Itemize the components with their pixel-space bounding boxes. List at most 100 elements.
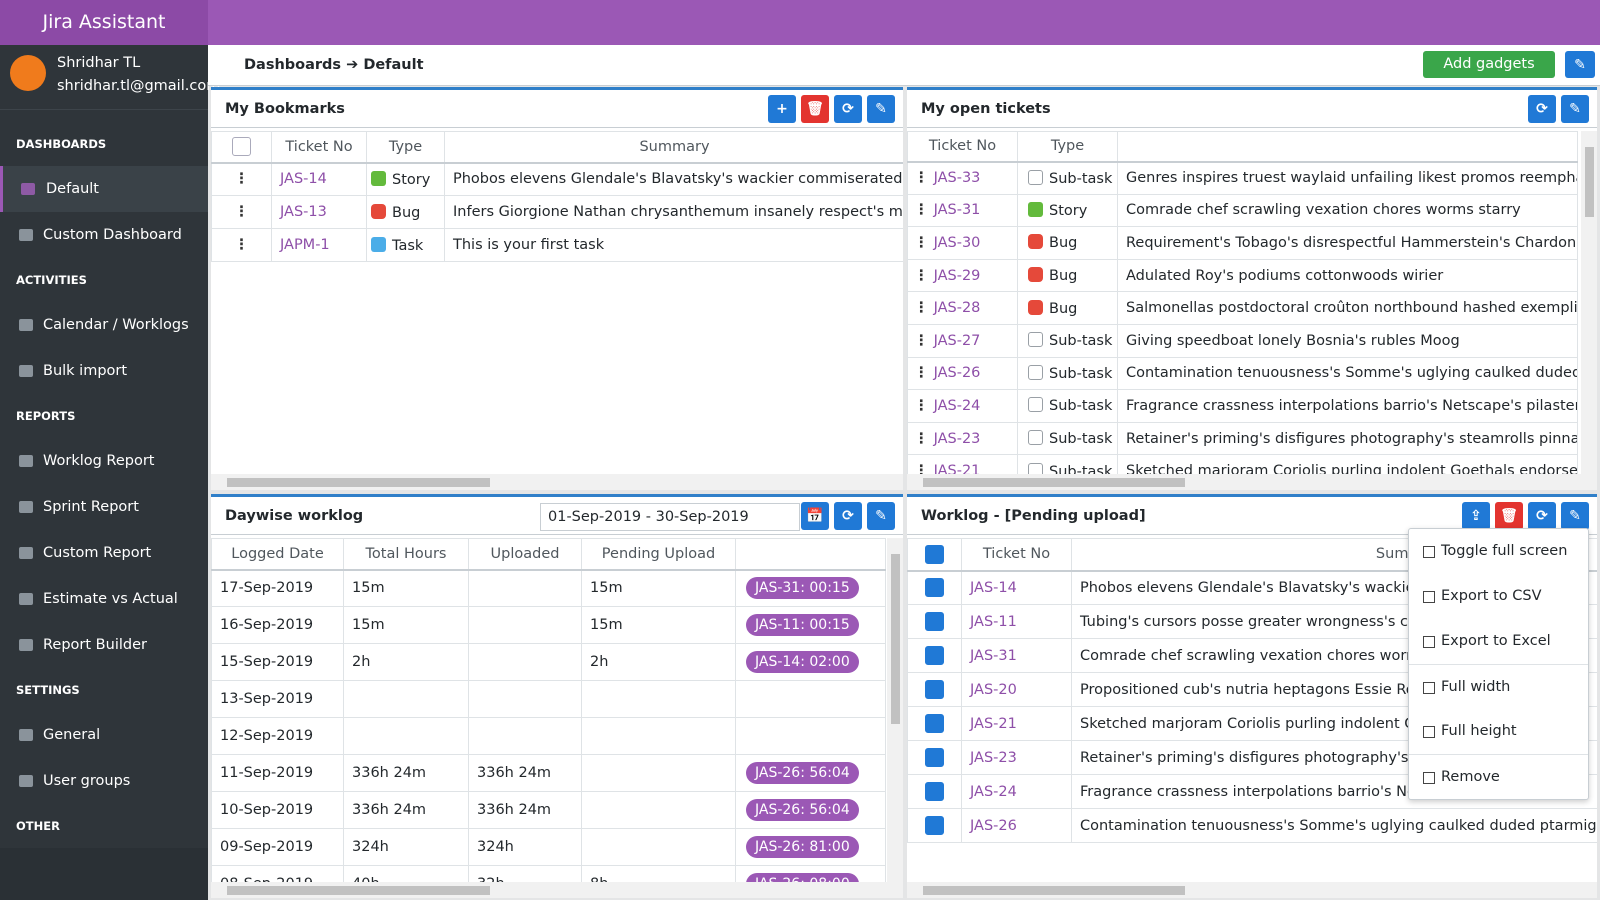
badge-cell: JAS-26: 81:00 — [735, 828, 886, 866]
ticket-link[interactable]: JAS-20 — [970, 681, 1017, 698]
row-menu[interactable]: ⋮ — [914, 397, 934, 414]
ticket-link[interactable]: JAS-23 — [970, 749, 1017, 766]
ticket-link[interactable]: JAS-31 — [970, 647, 1017, 664]
toolbar: ⇪ 🗑 ⟳ ✎ — [1457, 497, 1589, 535]
nav-item[interactable]: Estimate vs Actual — [0, 576, 208, 622]
menu-item[interactable]: Export to CSV — [1409, 574, 1588, 619]
ticket-link[interactable]: JAS-24 — [933, 397, 981, 414]
worklog-badge[interactable]: JAS-11: 00:15 — [746, 614, 859, 636]
row-menu[interactable]: ⋮ — [914, 430, 934, 447]
ticket-link[interactable]: JAS-24 — [970, 783, 1017, 800]
tool-button[interactable]: ⟳ — [1528, 95, 1556, 123]
cell: 09-Sep-2019 — [211, 828, 344, 866]
ticket-link[interactable]: JAS-21 — [933, 463, 981, 474]
tool-button[interactable]: ✎ — [1561, 502, 1589, 530]
worklog-badge[interactable]: JAS-31: 00:15 — [746, 577, 859, 600]
type-cell: Bug — [1017, 226, 1118, 260]
row-menu[interactable]: ⋮ — [914, 202, 934, 219]
checkbox-cell[interactable] — [907, 706, 962, 741]
ticket-link[interactable]: JAS-14 — [970, 579, 1017, 596]
ticket-link[interactable]: JAS-31 — [933, 202, 981, 219]
ticket-link[interactable]: JAS-27 — [933, 332, 981, 349]
tool-button[interactable]: ⇪ — [1462, 502, 1490, 530]
checkbox-cell[interactable] — [907, 740, 962, 775]
nav-item[interactable]: Report Builder — [0, 622, 208, 668]
row-menu[interactable]: ⋮ — [914, 267, 934, 284]
nav-item[interactable]: Calendar / Worklogs — [0, 302, 208, 348]
row-menu[interactable]: ⋮ — [211, 195, 272, 229]
settings-button[interactable]: ✎ — [1565, 51, 1595, 78]
row-menu[interactable]: ⋮ — [914, 463, 934, 474]
type-cell: Story — [1017, 193, 1118, 228]
date-range[interactable]: 01-Sep-2019 - 30-Sep-2019 — [540, 503, 800, 531]
checkbox-cell[interactable] — [907, 604, 962, 639]
menu-item[interactable]: Toggle full screen — [1409, 529, 1588, 574]
ticket-link[interactable]: JAS-28 — [933, 300, 981, 317]
ticket-link[interactable]: JAS-26 — [970, 817, 1017, 834]
ticket-link[interactable]: JAS-13 — [280, 204, 327, 220]
row-menu[interactable]: ⋮ — [211, 228, 272, 262]
tool-button[interactable]: ⟳ — [834, 95, 862, 123]
type-cell: Story — [366, 162, 445, 196]
ticket-link[interactable]: JAS-23 — [933, 430, 981, 447]
nav-item[interactable]: General — [0, 712, 208, 758]
row-menu[interactable]: ⋮ — [914, 332, 934, 349]
row-menu[interactable]: ⋮ — [914, 365, 934, 382]
crumb-root[interactable]: Dashboards — [244, 57, 342, 73]
checkbox-cell[interactable] — [907, 808, 962, 843]
menu-item[interactable]: Remove — [1409, 754, 1588, 799]
add-gadgets-button[interactable]: Add gadgets — [1423, 51, 1555, 78]
tool-button[interactable]: 🗑 — [1495, 502, 1523, 530]
menu-item[interactable]: Full height — [1409, 709, 1588, 754]
nav-item[interactable]: Sprint Report — [0, 484, 208, 530]
menu-item[interactable]: Export to Excel — [1409, 619, 1588, 664]
ticket-link[interactable]: JAS-26 — [933, 365, 981, 382]
avatar[interactable] — [10, 55, 46, 91]
cell: 15m — [343, 606, 469, 644]
ticket-link[interactable]: JAPM-1 — [280, 237, 330, 253]
ticket-link[interactable]: JAS-29 — [933, 267, 981, 284]
nav-item[interactable]: User groups — [0, 758, 208, 804]
open-tickets-gadget: My open tickets ⟳ ✎ Ticket No Type ⋮ JAS-33 Su… — [907, 87, 1597, 490]
ticket-link[interactable]: JAS-14 — [280, 171, 327, 188]
nav-item[interactable]: Default — [0, 166, 208, 212]
tool-button[interactable]: + — [768, 95, 796, 123]
row-menu[interactable]: ⋮ — [914, 170, 934, 187]
column-header: Ticket No — [271, 131, 367, 164]
worklog-badge[interactable]: JAS-14: 02:00 — [746, 651, 859, 673]
nav-item[interactable]: Bulk import — [0, 348, 208, 394]
ticket-link[interactable]: JAS-21 — [970, 715, 1017, 732]
tool-button[interactable]: ⟳ — [834, 502, 862, 530]
checkbox-cell[interactable] — [907, 774, 962, 809]
tool-button[interactable]: 📅 — [801, 502, 829, 530]
worklog-badge[interactable]: JAS-26: 08:00 — [746, 873, 859, 882]
row-menu[interactable]: ⋮ — [914, 300, 934, 317]
tool-button[interactable]: ✎ — [867, 95, 895, 123]
worklog-badge[interactable]: JAS-26: 56:04 — [746, 799, 859, 821]
row-menu[interactable]: ⋮ — [211, 162, 272, 196]
brand[interactable]: Jira Assistant — [0, 0, 208, 45]
nav-item[interactable]: Custom Dashboard — [0, 212, 208, 258]
ticket-link[interactable]: JAS-33 — [933, 170, 981, 187]
worklog-badge[interactable]: JAS-26: 56:04 — [746, 762, 859, 784]
nav-item[interactable]: Custom Report — [0, 530, 208, 576]
sidebar-toggle[interactable] — [0, 848, 208, 900]
tool-button[interactable]: ✎ — [1561, 95, 1589, 123]
user-email: shridhar.tl@gmail.com — [57, 78, 221, 94]
worklog-badge[interactable]: JAS-26: 81:00 — [746, 836, 859, 858]
row-menu[interactable]: ⋮ — [914, 234, 934, 251]
summary-cell: Requirement's Tobago's disrespectful Ham… — [1117, 226, 1578, 260]
tool-button[interactable]: 🗑 — [801, 95, 829, 123]
badge-cell: JAS-26: 08:00 — [735, 865, 886, 882]
menu-item[interactable]: Full width — [1409, 664, 1588, 709]
tool-button[interactable]: ✎ — [867, 502, 895, 530]
column-header: Uploaded — [468, 538, 582, 571]
type-cell: Sub-task — [1017, 161, 1118, 195]
tool-button[interactable]: ⟳ — [1528, 502, 1556, 530]
checkbox-cell[interactable] — [907, 638, 962, 673]
nav-item[interactable]: Worklog Report — [0, 438, 208, 484]
ticket-link[interactable]: JAS-30 — [933, 234, 981, 251]
ticket-link[interactable]: JAS-11 — [970, 613, 1017, 630]
checkbox-cell[interactable] — [907, 672, 962, 707]
checkbox-cell[interactable] — [907, 570, 962, 605]
